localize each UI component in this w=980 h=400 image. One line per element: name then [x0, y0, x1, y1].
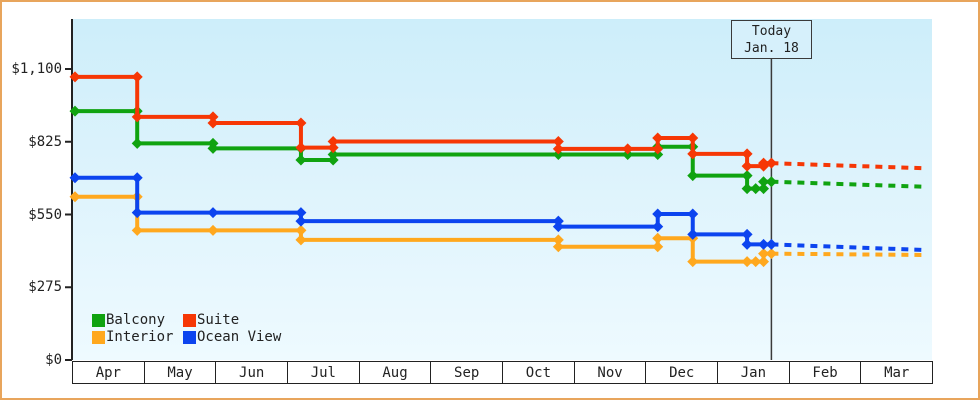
x-axis-month-band: Apr May Jun Jul Aug Sep Oct Nov Dec Jan Feb Mar: [72, 361, 933, 384]
y-axis-tick-label: $1,100: [11, 61, 62, 77]
month-cell-nov: Nov: [573, 362, 646, 383]
legend-swatch-icon: [183, 331, 196, 344]
chart-legend: Balcony Suite Interior Ocean View: [92, 312, 282, 345]
legend-label: Ocean View: [197, 329, 282, 345]
month-cell-jun: Jun: [215, 362, 287, 383]
legend-label: Balcony: [106, 312, 166, 328]
month-cell-dec: Dec: [645, 362, 717, 383]
month-cell-mar: Mar: [860, 362, 932, 383]
month-cell-oct: Oct: [502, 362, 574, 383]
month-cell-jul: Jul: [287, 362, 359, 383]
today-label: Today: [751, 23, 792, 39]
today-date: Jan. 18: [744, 40, 799, 56]
legend-swatch-icon: [92, 314, 105, 327]
legend-item-interior: Interior: [92, 329, 183, 345]
series-balcony: [69, 105, 924, 195]
series-ocean-view: [69, 172, 924, 252]
legend-label: Interior: [106, 329, 174, 345]
month-cell-apr: Apr: [95, 364, 121, 381]
series-interior: [69, 191, 924, 268]
month-cell-sep: Sep: [430, 362, 502, 383]
month-cell-may: May: [143, 362, 216, 383]
legend-label: Suite: [197, 312, 240, 328]
legend-swatch-icon: [92, 331, 105, 344]
y-axis-tick-label: $0: [45, 352, 62, 368]
month-cell-feb: Feb: [788, 362, 861, 383]
y-axis-tick-label: $275: [28, 279, 62, 296]
month-cell-jan: Jan: [717, 362, 789, 383]
legend-item-balcony: Balcony: [92, 312, 183, 328]
y-axis: [65, 19, 73, 361]
month-cell-aug: Aug: [358, 362, 431, 383]
y-axis-tick-label: $825: [28, 133, 62, 150]
plot-area-background: [73, 19, 932, 360]
price-series: [69, 71, 924, 268]
today-label-box: Today Jan. 18: [731, 20, 812, 59]
y-axis-tick-label: $550: [28, 206, 62, 223]
legend-item-suite: Suite: [183, 312, 281, 328]
legend-swatch-icon: [183, 314, 196, 327]
series-suite: [69, 71, 924, 172]
legend-item-ocean-view: Ocean View: [183, 329, 282, 345]
